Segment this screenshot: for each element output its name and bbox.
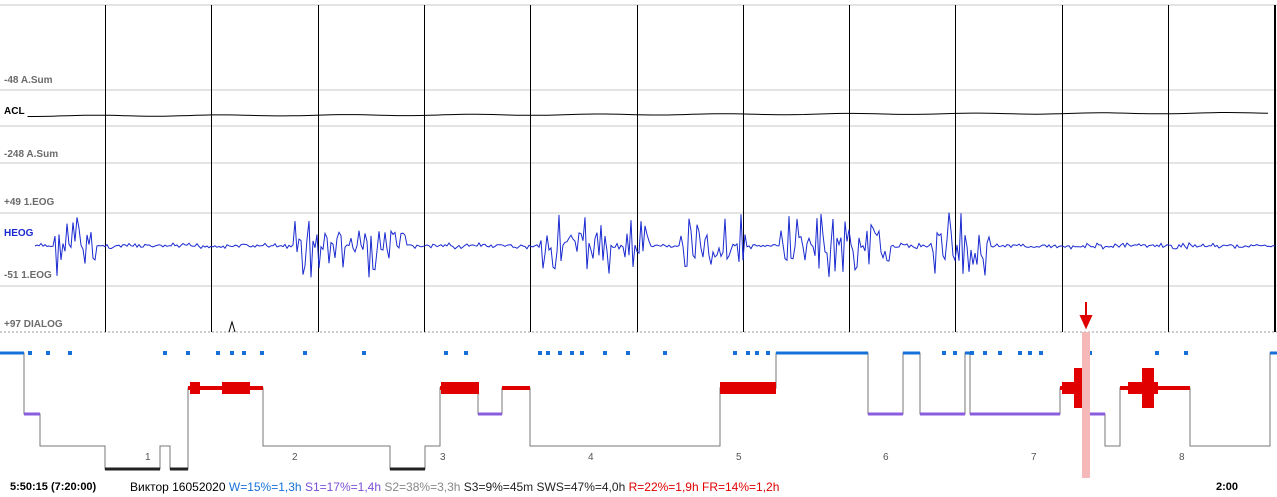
stage-segment <box>1270 351 1277 355</box>
wake-marker <box>953 351 957 355</box>
wake-marker <box>1039 351 1043 355</box>
rem-block <box>1142 368 1154 408</box>
wake-marker <box>570 351 574 355</box>
rem-block <box>190 382 200 394</box>
hour-label: 7 <box>1031 452 1037 463</box>
hour-label: 4 <box>588 452 594 463</box>
down-arrow-icon <box>1079 302 1093 330</box>
wake-marker <box>766 351 770 355</box>
stage-segment <box>903 351 920 355</box>
wake-marker <box>230 351 234 355</box>
cursor-highlight <box>1082 332 1090 478</box>
wake-marker <box>942 351 946 355</box>
dialog-channel-label: +97 DIALOG <box>2 319 65 331</box>
wake-marker <box>663 351 667 355</box>
heog-channel-label[interactable]: HEOG <box>2 228 36 240</box>
wake-marker <box>580 351 584 355</box>
wake-marker <box>216 351 220 355</box>
wake-marker <box>28 351 32 355</box>
stage-segment <box>965 351 970 355</box>
wake-marker <box>464 351 468 355</box>
stage-segment <box>170 467 188 471</box>
asum-bottom-label: -248 A.Sum <box>2 149 61 161</box>
wake-marker <box>242 351 246 355</box>
fr-stat: FR=14%=1,2h <box>702 480 780 494</box>
wake-marker <box>558 351 562 355</box>
wake-marker <box>733 351 737 355</box>
s3-stat: S3=9%=45m <box>463 480 534 494</box>
rem-block <box>222 382 250 394</box>
stage-segment <box>502 386 530 390</box>
s2-stat: S2=38%=3,3h <box>384 480 461 494</box>
end-time: 2:00 <box>1216 481 1239 493</box>
hour-label: 5 <box>736 452 742 463</box>
dialog-trace <box>228 320 236 333</box>
wake-marker <box>755 351 759 355</box>
rem-block <box>720 382 776 394</box>
signal-plot-area[interactable] <box>0 0 1277 478</box>
hour-label: 6 <box>883 452 889 463</box>
hour-label: 1 <box>145 452 151 463</box>
s1-stat: S1=17%=1,4h <box>304 480 382 494</box>
status-bar: 5:50:15 (7:20:00) Виктор 16052020 W=15%=… <box>0 478 1277 497</box>
acl-channel-label[interactable]: ACL <box>2 106 27 118</box>
wake-marker <box>983 351 987 355</box>
stage-segment <box>970 412 1060 416</box>
current-time: 5:50:15 (7:20:00) <box>10 481 97 493</box>
wake-marker <box>68 351 72 355</box>
heog-trace <box>34 212 1276 278</box>
wake-marker <box>444 351 448 355</box>
wake-marker <box>970 351 974 355</box>
hypnogram[interactable] <box>0 302 1277 478</box>
stage-segment <box>390 467 425 471</box>
wake-marker <box>1018 351 1022 355</box>
heog-line <box>34 212 1276 278</box>
rem-stat: R=22%=1,9h <box>628 480 699 494</box>
wake-marker <box>538 351 542 355</box>
eog-bottom-label: -51 1.EOG <box>2 270 54 282</box>
wake-marker <box>603 351 607 355</box>
hour-label: 3 <box>440 452 446 463</box>
wake-marker <box>1155 351 1159 355</box>
stage-segment <box>868 412 903 416</box>
stage-segment <box>0 351 24 355</box>
time-grid <box>0 4 1277 333</box>
acl-trace <box>27 112 1269 117</box>
stage-segment <box>920 412 965 416</box>
wake-marker <box>186 351 190 355</box>
wake-marker <box>303 351 307 355</box>
wake-marker <box>1028 351 1032 355</box>
rem-block <box>441 382 479 394</box>
wake-marker <box>260 351 264 355</box>
stage-segment <box>478 412 502 416</box>
sleep-summary: Виктор 16052020 W=15%=1,3h S1=17%=1,4h S… <box>130 478 779 497</box>
wake-marker <box>163 351 167 355</box>
dialog-spike <box>228 320 236 333</box>
acl-line <box>27 112 1269 117</box>
wake-marker <box>1184 351 1188 355</box>
wake-stat: W=15%=1,3h <box>228 480 302 494</box>
wake-marker <box>998 351 1002 355</box>
wake-marker <box>46 351 50 355</box>
wake-marker <box>362 351 366 355</box>
hour-label: 2 <box>292 452 298 463</box>
stage-segment <box>24 412 40 416</box>
wake-marker <box>546 351 550 355</box>
stage-segment <box>1088 412 1105 416</box>
wake-marker <box>746 351 750 355</box>
hour-label: 8 <box>1179 452 1185 463</box>
asum-top-label: -48 A.Sum <box>2 75 55 87</box>
sws-stat: SWS=47%=4,0h <box>536 480 626 494</box>
wake-marker <box>626 351 630 355</box>
eog-top-label: +49 1.EOG <box>2 197 57 209</box>
stage-segment <box>105 467 160 471</box>
stage-segment <box>776 351 868 355</box>
subject-name: Виктор 16052020 <box>130 480 226 494</box>
